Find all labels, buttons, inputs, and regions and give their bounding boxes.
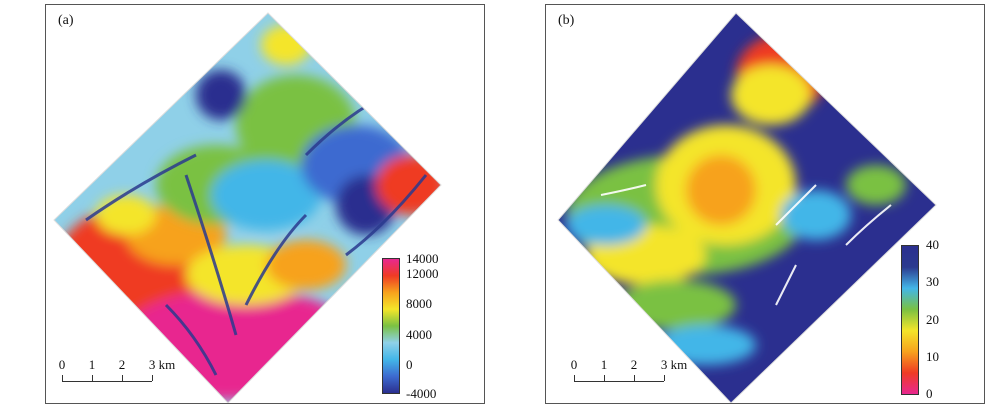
colorbar-tick-label: 0 [406, 357, 413, 372]
scale-line [574, 381, 664, 382]
scale-bar: 0 1 2 3 km [54, 357, 194, 393]
scale-tick [604, 375, 605, 381]
scale-tick-label: 3 km [660, 357, 688, 372]
scale-bar: 0 1 2 3 km [566, 357, 706, 393]
scale-tick-label: 0 [58, 357, 66, 372]
scale-tick [92, 375, 93, 381]
colorbar-tick-label: 30 [926, 274, 939, 289]
colorbar [382, 258, 400, 394]
scale-tick [122, 375, 123, 381]
scale-tick [634, 375, 635, 381]
scale-tick-label: 3 km [148, 357, 176, 372]
map-panel-b: (b) 0 1 2 3 km 40 30 20 10 0 [545, 4, 985, 404]
scale-line [62, 381, 152, 382]
panel-label: (a) [58, 13, 74, 28]
colorbar-tick-label: 14000 [406, 251, 439, 266]
scale-tick-label: 2 [630, 357, 638, 372]
scale-tick-label: 0 [570, 357, 578, 372]
scale-tick [664, 375, 665, 381]
map-panel-a: (a) 0 1 2 3 km 14000 12000 8000 4000 0 -… [45, 4, 485, 404]
scale-tick [152, 375, 153, 381]
colorbar-tick-label: 8000 [406, 296, 432, 311]
colorbar-tick-label: 0 [926, 386, 933, 401]
panel-label: (b) [558, 13, 575, 28]
colorbar-tick-label: -4000 [406, 386, 437, 401]
seismic-attribute-map-a [53, 12, 442, 403]
scale-tick [62, 375, 63, 381]
scale-tick-label: 1 [600, 357, 608, 372]
colorbar-tick-label: 20 [926, 312, 939, 327]
seismic-attribute-map-b [557, 12, 937, 403]
colorbar-tick-label: 10 [926, 349, 939, 364]
scale-tick-label: 2 [118, 357, 126, 372]
colorbar-tick-label: 12000 [406, 266, 439, 281]
colorbar [901, 245, 919, 395]
colorbar-tick-label: 4000 [406, 327, 432, 342]
scale-tick [574, 375, 575, 381]
colorbar-tick-label: 40 [926, 237, 939, 252]
scale-tick-label: 1 [88, 357, 96, 372]
